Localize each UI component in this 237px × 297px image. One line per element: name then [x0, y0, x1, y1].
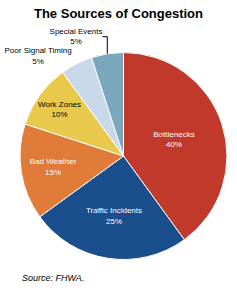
svg-text:Source: FHWA.: Source: FHWA.: [22, 273, 84, 283]
svg-text:Bottlenecks40%: Bottlenecks40%: [153, 130, 194, 149]
svg-text:Work Zones10%: Work Zones10%: [38, 100, 81, 119]
svg-text:Special Events5%: Special Events5%: [50, 27, 103, 46]
svg-text:Bad Weather15%: Bad Weather15%: [30, 157, 77, 176]
svg-text:The Sources of Congestion: The Sources of Congestion: [34, 6, 203, 21]
svg-text:Poor Signal Timing5%: Poor Signal Timing5%: [5, 46, 72, 65]
svg-text:Traffic Incidents25%: Traffic Incidents25%: [86, 206, 142, 225]
